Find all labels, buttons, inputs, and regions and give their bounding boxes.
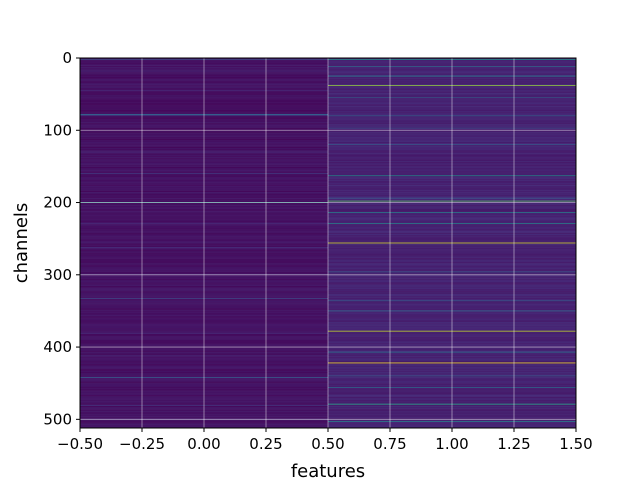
y-axis-label: channels: [11, 203, 32, 284]
x-tick-label: 1.25: [497, 435, 530, 453]
y-tick-label: 400: [43, 338, 72, 356]
y-tick-label: 300: [43, 266, 72, 284]
x-axis-ticks: −0.50 −0.25 0.00 0.25 0.50 0.75 1.00 1.25 1.50: [57, 428, 593, 453]
x-tick-label: 0.50: [311, 435, 344, 453]
y-tick-label: 100: [43, 121, 72, 139]
x-axis-label: features: [291, 461, 365, 480]
x-tick-label: −0.25: [119, 435, 165, 453]
grid-lines: [80, 58, 576, 428]
y-tick-label: 200: [43, 194, 72, 212]
x-tick-label: 0.00: [187, 435, 220, 453]
y-axis-ticks: 0 100 200 300 400 500: [43, 49, 80, 428]
y-tick-label: 0: [62, 49, 72, 67]
x-tick-label: 0.75: [373, 435, 406, 453]
x-tick-label: 0.25: [249, 435, 282, 453]
x-tick-label: 1.00: [435, 435, 468, 453]
x-tick-label: 1.50: [559, 435, 592, 453]
y-tick-label: 500: [43, 410, 72, 428]
x-tick-label: −0.50: [57, 435, 103, 453]
